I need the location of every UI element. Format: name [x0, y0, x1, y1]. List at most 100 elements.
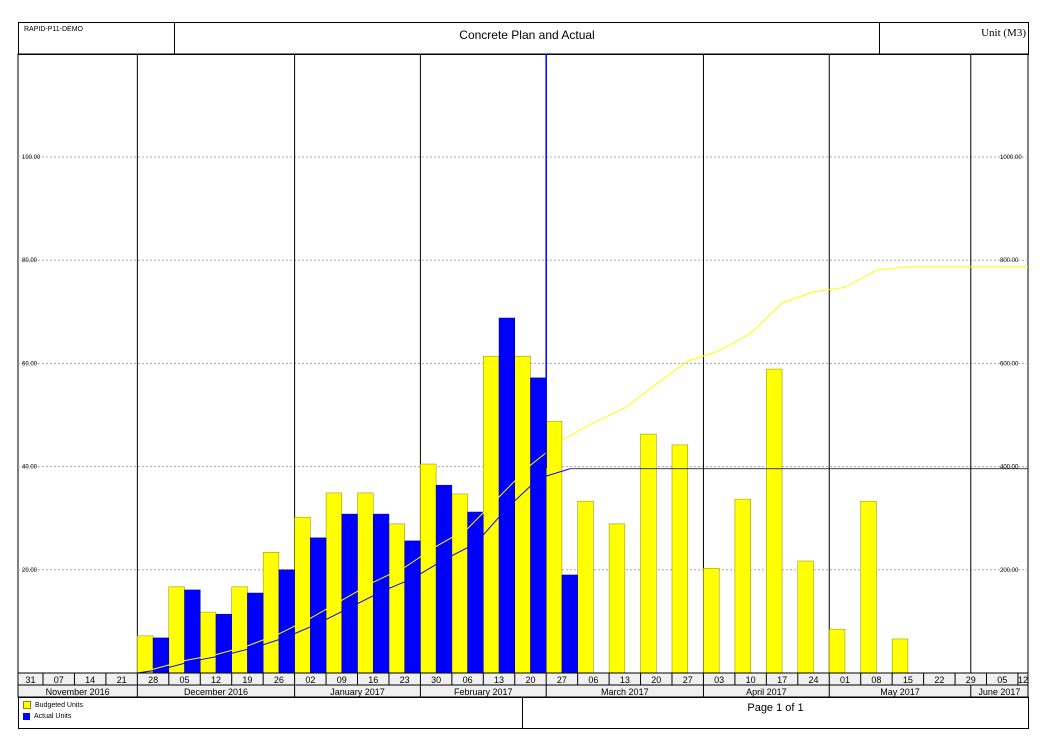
budget-bar — [577, 500, 594, 674]
budget-bar — [357, 492, 374, 674]
month-label: February 2017 — [454, 687, 513, 697]
right-tick-label: 600.00 — [1000, 361, 1019, 367]
budget-bar — [262, 552, 280, 674]
budget-bar — [703, 568, 720, 674]
actual-bar — [372, 513, 390, 674]
month-label: April 2017 — [746, 687, 787, 697]
week-label: 19 — [242, 675, 252, 685]
week-label: 21 — [117, 675, 127, 685]
left-tick-label: 80.00 — [22, 258, 38, 264]
budget-bar — [797, 560, 814, 674]
right-tick-label: 400.00 — [1000, 465, 1019, 471]
month-label: March 2017 — [601, 687, 649, 697]
actual-swatch — [23, 713, 30, 720]
week-label: 10 — [746, 675, 756, 685]
legend-box — [18, 697, 1029, 729]
left-tick-label: 60.00 — [22, 361, 38, 367]
month-label: November 2016 — [46, 687, 110, 697]
week-label: 01 — [840, 675, 850, 685]
week-label: 05 — [180, 675, 190, 685]
budget-bar — [420, 463, 437, 674]
month-label: January 2017 — [330, 687, 385, 697]
actual-bar — [278, 569, 295, 674]
week-label: 12 — [1018, 675, 1028, 685]
week-label: 20 — [525, 675, 535, 685]
actual-bar — [435, 484, 453, 674]
actual-bar — [530, 377, 547, 674]
month-label: December 2016 — [184, 687, 248, 697]
week-label: 13 — [620, 675, 630, 685]
actual-cumulative-line — [137, 468, 571, 674]
week-label: 09 — [337, 675, 347, 685]
week-label: 29 — [966, 675, 976, 685]
budget-bar — [829, 628, 846, 674]
week-label: 03 — [714, 675, 724, 685]
week-label: 20 — [651, 675, 661, 685]
legend-divider — [522, 697, 523, 729]
week-label: 31 — [25, 675, 35, 685]
header-divider — [174, 22, 175, 55]
actual-bar — [404, 540, 421, 674]
actual-bar — [498, 317, 515, 674]
budget-bar — [388, 523, 405, 674]
week-label: 06 — [463, 675, 473, 685]
budget-bar — [671, 444, 688, 674]
header-divider — [879, 22, 880, 55]
page-number: Page 1 of 1 — [747, 702, 804, 714]
legend-item-actual: Actual Units — [23, 713, 71, 720]
budget-bar — [200, 611, 217, 674]
week-label: 05 — [997, 675, 1007, 685]
budget-bar — [514, 355, 531, 674]
budget-bar — [451, 493, 468, 674]
left-tick-label: 20.00 — [22, 568, 38, 574]
budget-bar — [483, 355, 500, 674]
week-label: 23 — [400, 675, 410, 685]
actual-bar — [247, 592, 264, 674]
budget-bar — [891, 638, 909, 674]
budget-bar — [325, 492, 343, 674]
budget-bar — [137, 635, 154, 674]
actual-bar — [341, 513, 358, 674]
week-label: 07 — [54, 675, 64, 685]
actual-bar — [467, 511, 484, 674]
budget-bar — [766, 368, 783, 674]
right-tick-label: 800.00 — [1000, 258, 1019, 264]
week-label: 17 — [777, 675, 787, 685]
budget-legend-label: Budgeted Units — [35, 701, 83, 709]
week-label: 15 — [903, 675, 913, 685]
unit-label: Unit (M3) — [981, 27, 1026, 39]
right-tick-label: 1000.00 — [1000, 155, 1022, 161]
actual-bar — [215, 613, 232, 674]
budget-bar — [545, 420, 563, 674]
budget-bar — [860, 500, 877, 674]
week-label: 16 — [368, 675, 378, 685]
week-label: 06 — [588, 675, 598, 685]
chart-title: Concrete Plan and Actual — [459, 28, 595, 42]
week-label: 24 — [809, 675, 819, 685]
month-label: June 2017 — [978, 687, 1020, 697]
budget-bar — [734, 498, 751, 674]
month-label: May 2017 — [880, 687, 920, 697]
budget-bar — [608, 523, 626, 674]
week-label: 28 — [148, 675, 158, 685]
budget-bar — [231, 586, 248, 674]
week-label: 22 — [934, 675, 944, 685]
week-label: 27 — [683, 675, 693, 685]
week-label: 02 — [305, 675, 315, 685]
week-label: 13 — [494, 675, 504, 685]
week-label: 26 — [274, 675, 284, 685]
budget-cumulative-line — [137, 266, 1028, 674]
legend-item-budget: Budgeted Units — [23, 701, 83, 709]
actual-legend-label: Actual Units — [34, 713, 72, 720]
week-label: 14 — [85, 675, 95, 685]
budget-bar — [168, 586, 185, 674]
actual-bar — [561, 574, 578, 674]
actual-bar — [310, 537, 327, 674]
left-tick-label: 100.00 — [22, 155, 41, 161]
right-tick-label: 200.00 — [1000, 568, 1019, 574]
budget-bar — [294, 516, 311, 674]
budget-bar — [640, 433, 657, 674]
week-label: 30 — [431, 675, 441, 685]
week-label: 12 — [211, 675, 221, 685]
